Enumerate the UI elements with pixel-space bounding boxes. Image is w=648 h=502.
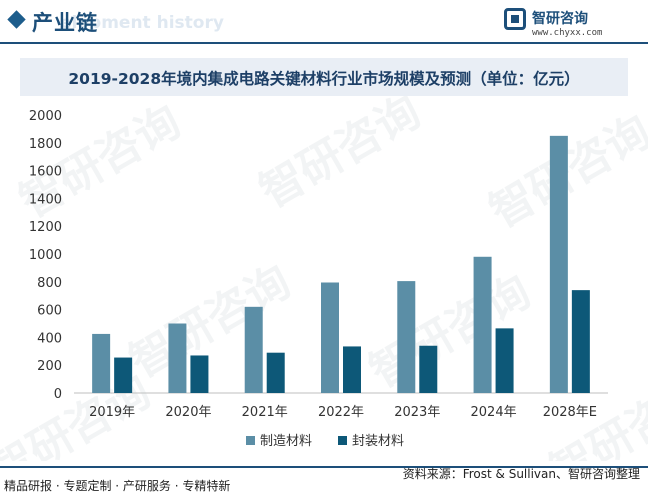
page-footer: 资料来源：Frost & Sullivan、智研咨询整理 精品研报 · 专题定制… [0,466,648,502]
bar-chart: 0 200 400 600 800 1000 1200 1400 1600 1800 2000 201… [29,109,608,449]
y-tick-label: 1200 [29,220,62,235]
bar-packaging [343,346,361,393]
page-title: 产业链 [32,11,98,35]
x-tick-label: 2022年 [318,405,364,420]
y-tick-label: 800 [37,276,62,291]
bar-packaging [114,357,133,393]
bar-manufacturing [397,281,416,393]
bar-packaging [190,355,209,393]
y-tick-label: 1600 [29,165,62,180]
y-tick-label: 600 [37,304,62,319]
y-tick-label: 1400 [29,192,62,207]
legend-swatch [338,436,347,445]
y-tick-label: 1800 [29,137,62,152]
brand-logo: 智研咨询 www.chyxx.com [504,8,634,42]
page-header: elopment history 产业链 智研咨询 www.chyxx.com [0,0,648,46]
y-tick-label: 200 [37,359,62,374]
logo-url: www.chyxx.com [532,28,603,38]
legend-swatch [246,436,255,445]
logo-name: 智研咨询 [532,11,588,27]
y-tick-label: 2000 [29,109,62,124]
header-divider [0,42,648,44]
bar-packaging [266,352,285,393]
legend-label: 制造材料 [260,434,312,449]
bar-packaging [495,328,514,393]
x-tick-label: 2023年 [394,405,440,420]
bar-manufacturing [92,333,111,393]
legend-label: 封装材料 [352,434,404,449]
bar-manufacturing [549,135,568,393]
footer-tagline: 精品研报 · 专题定制 · 产研服务 · 专精特新 [4,479,231,493]
x-tick-label: 2020年 [165,405,211,420]
bar-manufacturing [168,323,187,393]
x-tick-label: 2019年 [89,405,135,420]
y-tick-label: 400 [37,331,62,346]
x-tick-label: 2021年 [242,405,288,420]
y-tick-label: 1000 [29,248,62,263]
bar-manufacturing [473,256,492,393]
x-tick-label: 2028年E [543,405,597,420]
y-tick-label: 0 [54,387,62,402]
chart-title-band: 2019-2028年境内集成电路关键材料行业市场规模及预测（单位：亿元） [20,58,628,96]
bar-manufacturing [244,306,263,393]
bar-packaging [419,345,438,393]
bar-manufacturing [321,282,339,393]
x-tick-label: 2024年 [471,405,517,420]
bar-packaging [571,290,590,393]
logo-icon [504,8,526,30]
chart-title: 2019-2028年境内集成电路关键材料行业市场规模及预测（单位：亿元） [68,70,580,88]
source-note: 资料来源：Frost & Sullivan、智研咨询整理 [402,467,640,481]
